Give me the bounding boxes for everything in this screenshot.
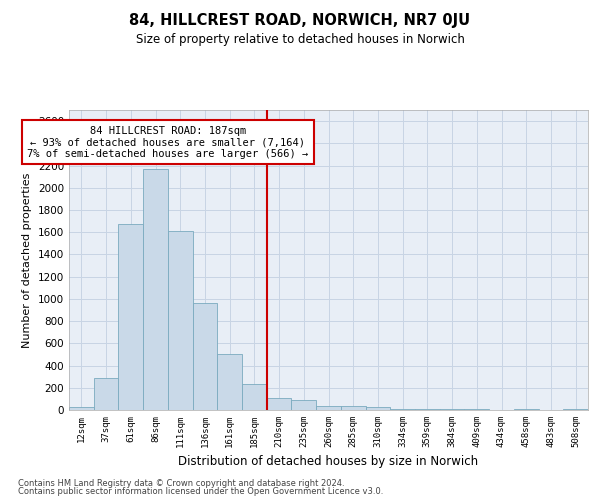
Bar [365, 407, 390, 410]
Bar [267, 398, 292, 410]
Bar [390, 409, 415, 410]
Bar [440, 409, 464, 410]
Bar [94, 378, 118, 410]
Bar [292, 400, 316, 410]
Bar [193, 304, 217, 410]
Bar [168, 231, 193, 410]
Text: Size of property relative to detached houses in Norwich: Size of property relative to detached ho… [136, 32, 464, 46]
Y-axis label: Number of detached properties: Number of detached properties [22, 172, 32, 348]
Bar [341, 406, 365, 410]
Text: Contains public sector information licensed under the Open Government Licence v3: Contains public sector information licen… [18, 487, 383, 496]
Bar [415, 409, 440, 410]
Bar [242, 384, 267, 410]
Bar [143, 169, 168, 410]
Text: Contains HM Land Registry data © Crown copyright and database right 2024.: Contains HM Land Registry data © Crown c… [18, 478, 344, 488]
Bar [217, 354, 242, 410]
Bar [316, 406, 341, 410]
Text: 84 HILLCREST ROAD: 187sqm
← 93% of detached houses are smaller (7,164)
7% of sem: 84 HILLCREST ROAD: 187sqm ← 93% of detac… [27, 126, 308, 159]
Bar [118, 224, 143, 410]
X-axis label: Distribution of detached houses by size in Norwich: Distribution of detached houses by size … [178, 456, 479, 468]
Bar [69, 406, 94, 410]
Text: 84, HILLCREST ROAD, NORWICH, NR7 0JU: 84, HILLCREST ROAD, NORWICH, NR7 0JU [130, 12, 470, 28]
